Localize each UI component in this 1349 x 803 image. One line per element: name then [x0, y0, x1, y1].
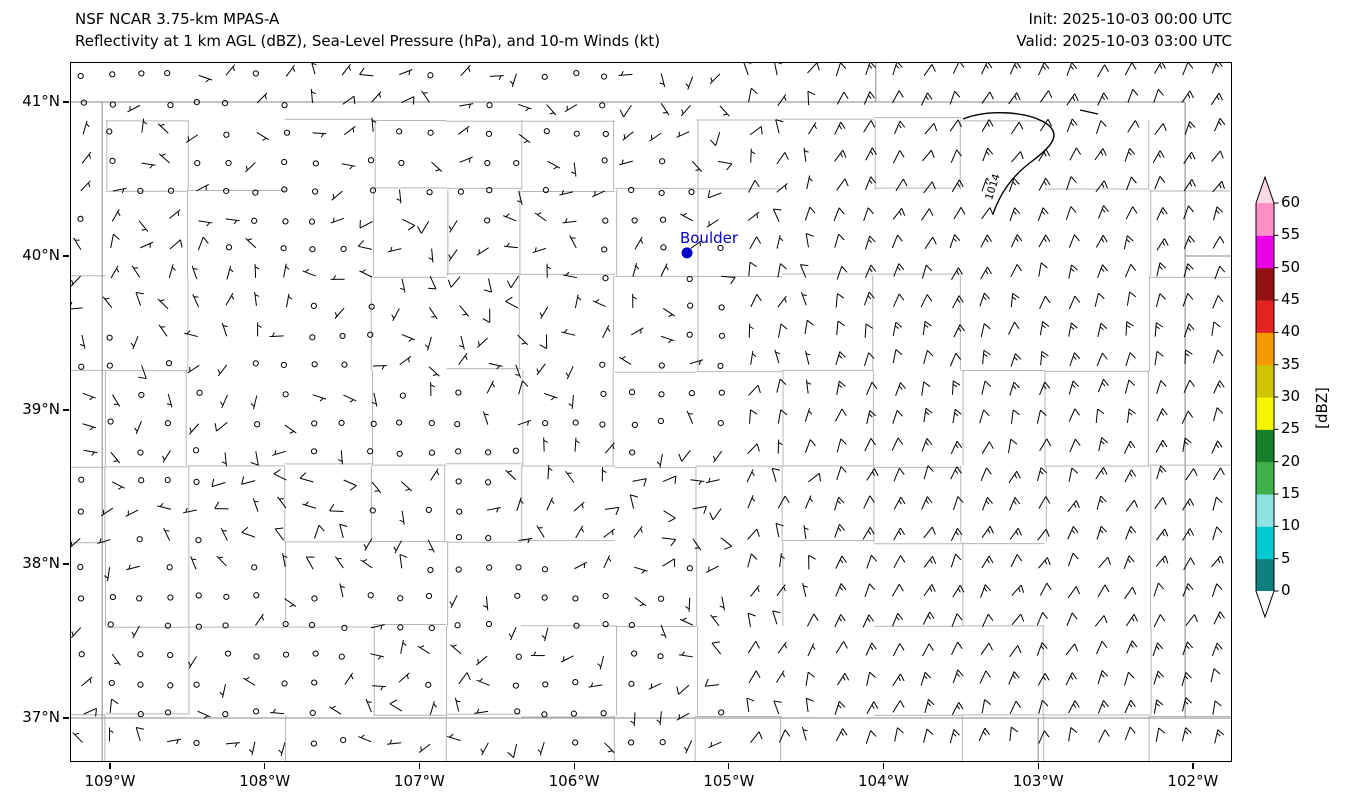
- colorbar-tick-label: 55: [1281, 225, 1301, 244]
- colorbar-segment: [1256, 300, 1274, 333]
- y-tick-mark: [63, 255, 69, 257]
- colorbar-segment: [1256, 558, 1274, 592]
- x-tick-mark: [109, 763, 111, 769]
- colorbar-segment: [1256, 267, 1274, 301]
- colorbar-segment: [1256, 235, 1274, 269]
- colorbar-segment: [1256, 397, 1274, 430]
- x-tick-mark: [728, 763, 730, 769]
- x-tick-label: 106°W: [548, 772, 600, 790]
- colorbar-segment: [1256, 461, 1274, 495]
- x-tick-label: 109°W: [84, 772, 136, 790]
- x-tick-mark: [1192, 763, 1194, 769]
- x-tick-label: 108°W: [239, 772, 291, 790]
- y-tick-mark: [63, 101, 69, 103]
- map-canvas: [70, 62, 1232, 762]
- valid-time: Valid: 2025-10-03 03:00 UTC: [1016, 32, 1232, 50]
- y-tick-label: 39°N: [22, 400, 60, 418]
- colorbar-segment: [1256, 526, 1274, 560]
- x-tick-label: 105°W: [703, 772, 755, 790]
- y-tick-label: 38°N: [22, 554, 60, 572]
- x-tick-label: 102°W: [1167, 772, 1219, 790]
- plot-frame: [70, 62, 1232, 762]
- wind-barbs: [70, 62, 1226, 759]
- pressure-contour-1014: [962, 109, 1099, 215]
- product-title: Reflectivity at 1 km AGL (dBZ), Sea-Leve…: [75, 32, 661, 50]
- city-label-boulder: Boulder: [679, 229, 739, 247]
- y-tick-mark: [63, 717, 69, 719]
- colorbar-tick-label: 50: [1281, 257, 1301, 276]
- colorbar-segment: [1256, 203, 1274, 236]
- colorbar-tick-label: 15: [1281, 484, 1301, 502]
- y-tick-label: 40°N: [22, 246, 60, 264]
- y-tick-mark: [63, 563, 69, 565]
- colorbar-tick-label: 5: [1281, 548, 1291, 567]
- y-tick-label: 41°N: [22, 92, 60, 110]
- colorbar-tick-label: 10: [1281, 516, 1301, 535]
- x-tick-label: 103°W: [1012, 772, 1064, 790]
- colorbar-segment: [1256, 494, 1274, 527]
- colorbar-over-arrow: [1256, 177, 1274, 204]
- state-borders: [70, 62, 1232, 762]
- figure-header-left: NSF NCAR 3.75-km MPAS-A Reflectivity at …: [75, 8, 660, 52]
- init-time: Init: 2025-10-03 00:00 UTC: [1028, 10, 1232, 28]
- figure-header-right: Init: 2025-10-03 00:00 UTC Valid: 2025-1…: [1016, 8, 1232, 52]
- colorbar-segment: [1256, 332, 1274, 366]
- colorbar-tick-label: 20: [1281, 451, 1301, 470]
- boulder-marker: [681, 247, 693, 259]
- colorbar-segment: [1256, 364, 1274, 398]
- y-tick-mark: [63, 409, 69, 411]
- y-tick-label: 37°N: [22, 708, 60, 726]
- x-tick-mark: [573, 763, 575, 769]
- x-tick-mark: [1037, 763, 1039, 769]
- x-tick-label: 107°W: [393, 772, 445, 790]
- colorbar-tick-label: 30: [1281, 387, 1301, 406]
- x-tick-mark: [418, 763, 421, 769]
- county-boundaries: [70, 117, 1232, 762]
- colorbar-under-arrow: [1256, 591, 1274, 617]
- colorbar-segment: [1256, 429, 1274, 463]
- x-tick-label: 104°W: [858, 772, 909, 790]
- colorbar-unit-label: [dBZ]: [1313, 387, 1331, 429]
- colorbar-tick-label: 45: [1281, 290, 1301, 309]
- colorbar-tick-label: 40: [1281, 322, 1301, 341]
- x-tick-mark: [264, 763, 266, 769]
- model-title: NSF NCAR 3.75-km MPAS-A: [75, 10, 280, 28]
- colorbar: [1255, 175, 1279, 619]
- colorbar-tick-label: 35: [1281, 354, 1301, 373]
- x-tick-mark: [882, 763, 885, 769]
- colorbar-tick-label: 60: [1281, 193, 1301, 212]
- colorbar-tick-label: 0: [1281, 581, 1291, 599]
- colorbar-tick-label: 25: [1281, 419, 1301, 438]
